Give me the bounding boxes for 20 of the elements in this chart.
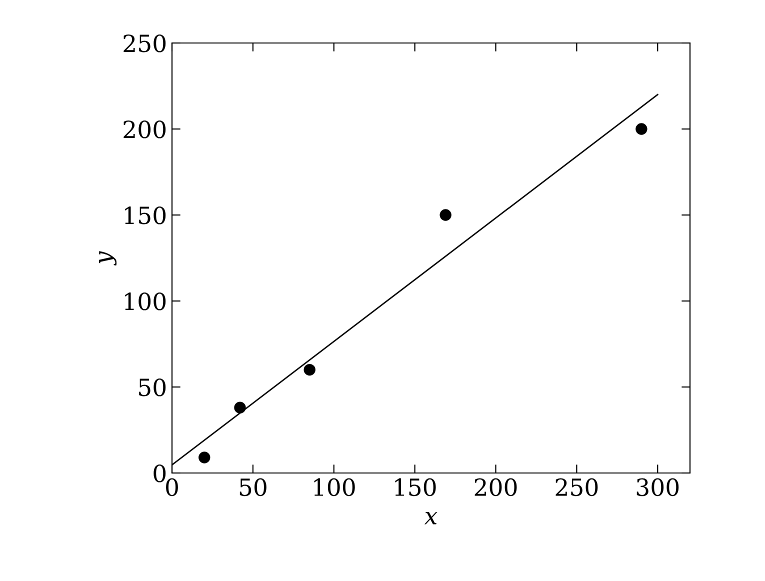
x-tick-label: 200 <box>474 478 517 496</box>
y-tick-label: 150 <box>124 206 166 224</box>
x-axis-title: x <box>424 512 438 524</box>
x-tick-label: 100 <box>314 478 355 496</box>
point <box>234 402 246 414</box>
y-tick-label: 50 <box>139 378 166 396</box>
x-tick-label: 150 <box>395 478 436 496</box>
point <box>636 123 648 135</box>
y-tick-label: 0 <box>154 464 166 482</box>
x-tick-label: 300 <box>636 478 679 496</box>
y-tick-label: 100 <box>124 292 166 310</box>
x-tick-label: 0 <box>166 478 178 496</box>
y-axis-title: y <box>99 251 117 266</box>
point <box>198 452 210 464</box>
x-tick-label: 50 <box>240 478 266 496</box>
y-tick-label: 200 <box>124 120 166 138</box>
point <box>304 364 316 376</box>
y-tick-label: 250 <box>124 34 166 52</box>
point <box>440 209 452 221</box>
x-tick-label: 250 <box>556 478 598 496</box>
